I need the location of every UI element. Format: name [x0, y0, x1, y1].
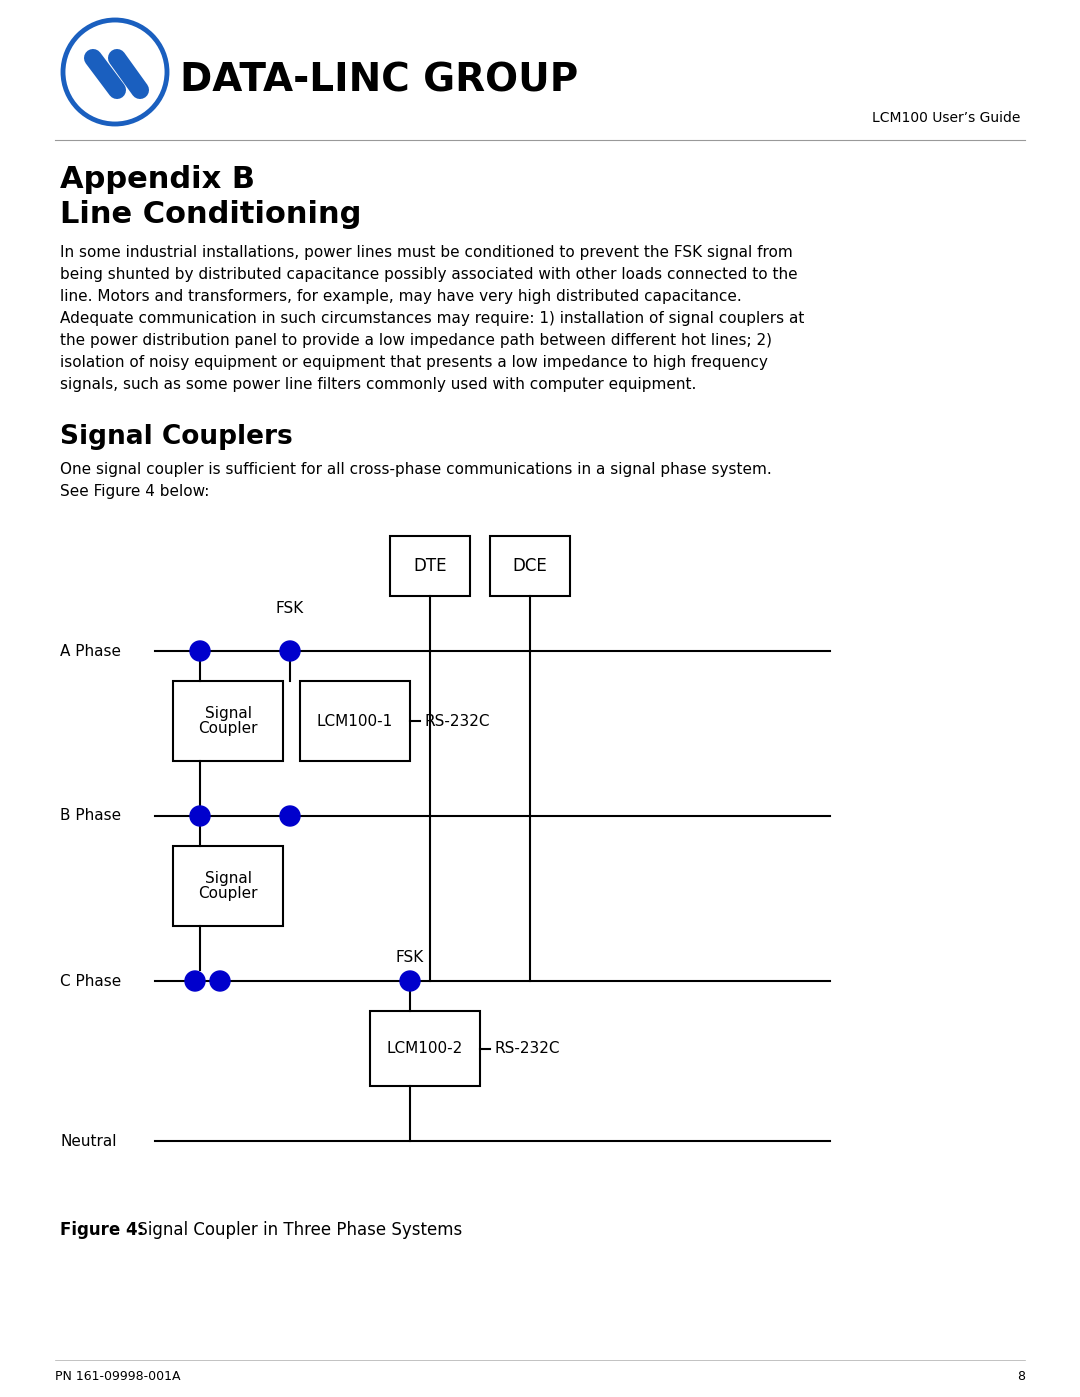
Bar	[370, 1011, 480, 1085]
Text: LCM100-2: LCM100-2	[387, 1041, 463, 1056]
Bar	[173, 847, 283, 926]
Text: Coupler: Coupler	[199, 721, 258, 736]
Text: being shunted by distributed capacitance possibly associated with other loads co: being shunted by distributed capacitance…	[60, 267, 798, 282]
Circle shape	[210, 971, 230, 990]
Circle shape	[185, 971, 205, 990]
Text: RS-232C: RS-232C	[426, 714, 490, 728]
Text: Signal Coupler in Three Phase Systems: Signal Coupler in Three Phase Systems	[132, 1221, 462, 1239]
Circle shape	[280, 641, 300, 661]
Text: One signal coupler is sufficient for all cross-phase communications in a signal : One signal coupler is sufficient for all…	[60, 462, 772, 476]
Text: the power distribution panel to provide a low impedance path between different h: the power distribution panel to provide …	[60, 332, 772, 348]
Text: Signal Couplers: Signal Couplers	[60, 425, 293, 450]
Text: Adequate communication in such circumstances may require: 1) installation of sig: Adequate communication in such circumsta…	[60, 312, 805, 326]
Text: Appendix B: Appendix B	[60, 165, 255, 194]
Bar	[390, 536, 470, 597]
Text: LCM100 User’s Guide: LCM100 User’s Guide	[872, 110, 1020, 124]
Text: PN 161-09998-001A: PN 161-09998-001A	[55, 1370, 180, 1383]
Text: 8: 8	[1017, 1370, 1025, 1383]
Text: RS-232C: RS-232C	[495, 1041, 561, 1056]
Text: In some industrial installations, power lines must be conditioned to prevent the: In some industrial installations, power …	[60, 244, 793, 260]
Text: FSK: FSK	[275, 601, 305, 616]
Text: FSK: FSK	[396, 950, 424, 965]
Text: signals, such as some power line filters commonly used with computer equipment.: signals, such as some power line filters…	[60, 377, 697, 393]
Text: A Phase: A Phase	[60, 644, 121, 658]
Text: Line Conditioning: Line Conditioning	[60, 200, 362, 229]
Text: Signal: Signal	[204, 705, 252, 721]
Text: line. Motors and transformers, for example, may have very high distributed capac: line. Motors and transformers, for examp…	[60, 289, 742, 305]
Text: isolation of noisy equipment or equipment that presents a low impedance to high : isolation of noisy equipment or equipmen…	[60, 355, 768, 370]
Bar	[490, 536, 570, 597]
Circle shape	[190, 641, 210, 661]
Text: Neutral: Neutral	[60, 1133, 117, 1148]
Text: B Phase: B Phase	[60, 809, 121, 823]
Bar	[300, 680, 410, 761]
Text: C Phase: C Phase	[60, 974, 121, 989]
Text: DATA-LINC GROUP: DATA-LINC GROUP	[180, 61, 578, 99]
Circle shape	[190, 806, 210, 826]
Text: Figure 4:: Figure 4:	[60, 1221, 145, 1239]
Text: Signal: Signal	[204, 870, 252, 886]
Circle shape	[400, 971, 420, 990]
Text: See Figure 4 below:: See Figure 4 below:	[60, 483, 210, 499]
Text: Coupler: Coupler	[199, 886, 258, 901]
Circle shape	[280, 806, 300, 826]
Text: LCM100-1: LCM100-1	[316, 714, 393, 728]
Text: DTE: DTE	[414, 557, 447, 576]
Bar	[173, 680, 283, 761]
Text: DCE: DCE	[513, 557, 548, 576]
